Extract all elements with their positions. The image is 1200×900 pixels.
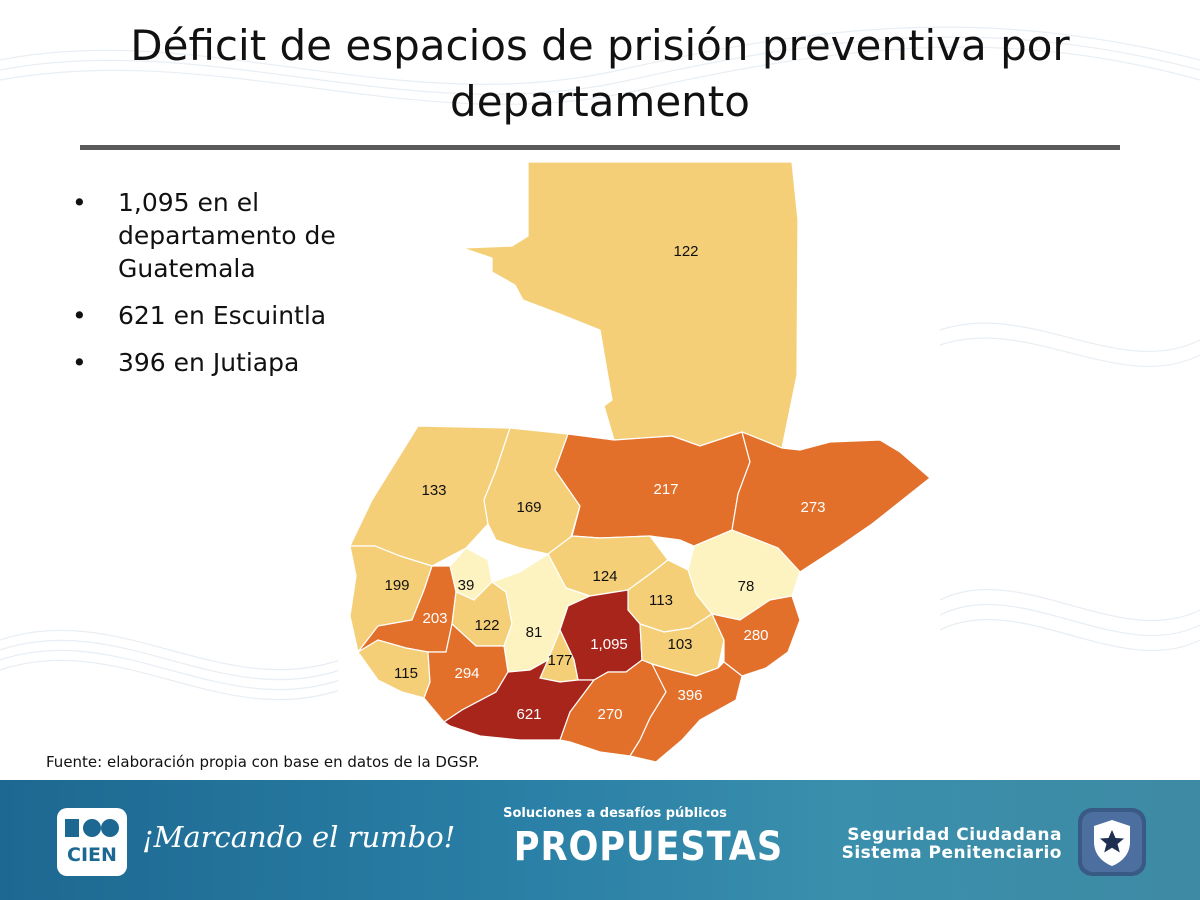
dept-label: 113	[649, 592, 673, 609]
dept-label: 273	[800, 499, 825, 516]
bullet-item: 621 en Escuintla	[70, 299, 370, 332]
dept-label: 217	[653, 481, 678, 498]
logo-text: CIEN	[67, 844, 117, 866]
bullet-item: 396 en Jutiapa	[70, 346, 370, 379]
source-note: Fuente: elaboración propia con base en d…	[44, 753, 484, 771]
page-title: Déficit de espacios de prisión preventiv…	[130, 21, 1070, 126]
dept-label: 199	[384, 577, 409, 594]
dept-label: 133	[421, 482, 446, 499]
propuestas-subtitle: Soluciones a desafíos públicos	[503, 806, 727, 821]
dept-label: 124	[592, 568, 617, 585]
dept-label: 280	[743, 627, 768, 644]
dept-label: 203	[422, 610, 447, 627]
propuestas-title: PROPUESTAS	[513, 824, 784, 870]
dept-label: 294	[454, 665, 479, 682]
bullet-list: 1,095 en el departamento de Guatemala 62…	[70, 186, 370, 393]
title-divider	[80, 145, 1120, 150]
dept-peten	[461, 161, 799, 449]
slogan: ¡Marcando el rumbo!	[142, 820, 456, 854]
bullet-item: 1,095 en el departamento de Guatemala	[70, 186, 370, 285]
dept-label: 1,095	[590, 636, 628, 653]
program-line-1: Seguridad Ciudadana	[847, 825, 1062, 845]
dept-label: 270	[597, 706, 622, 723]
program-line-2: Sistema Penitenciario	[841, 843, 1062, 863]
program-name: Seguridad Ciudadana Sistema Penitenciari…	[830, 826, 1062, 862]
dept-label: 81	[526, 624, 543, 641]
dept-label: 122	[474, 617, 499, 634]
dept-label: 78	[738, 578, 755, 595]
dept-label: 115	[394, 665, 418, 682]
logo-dots-icon	[65, 819, 119, 837]
dept-izabal	[731, 430, 931, 573]
dept-label: 177	[547, 652, 572, 669]
department-labels: 122 133 169 217 273 199 39 124 78 203 12…	[384, 243, 825, 723]
background-waves	[0, 26, 1200, 701]
dept-label: 39	[458, 577, 475, 594]
dept-label: 122	[673, 243, 698, 260]
dept-jutiapa	[629, 661, 743, 763]
dept-label: 169	[516, 499, 541, 516]
dept-label: 396	[677, 687, 702, 704]
dept-label: 621	[516, 706, 541, 723]
dept-chiquimula	[710, 595, 801, 677]
dept-label: 103	[667, 636, 692, 653]
guatemala-map: 122 133 169 217 273 199 39 124 78 203 12…	[349, 161, 931, 763]
footer-banner	[0, 780, 1200, 900]
star-shield-icon[interactable]	[1076, 806, 1148, 878]
cien-logo[interactable]: CIEN	[57, 808, 127, 876]
